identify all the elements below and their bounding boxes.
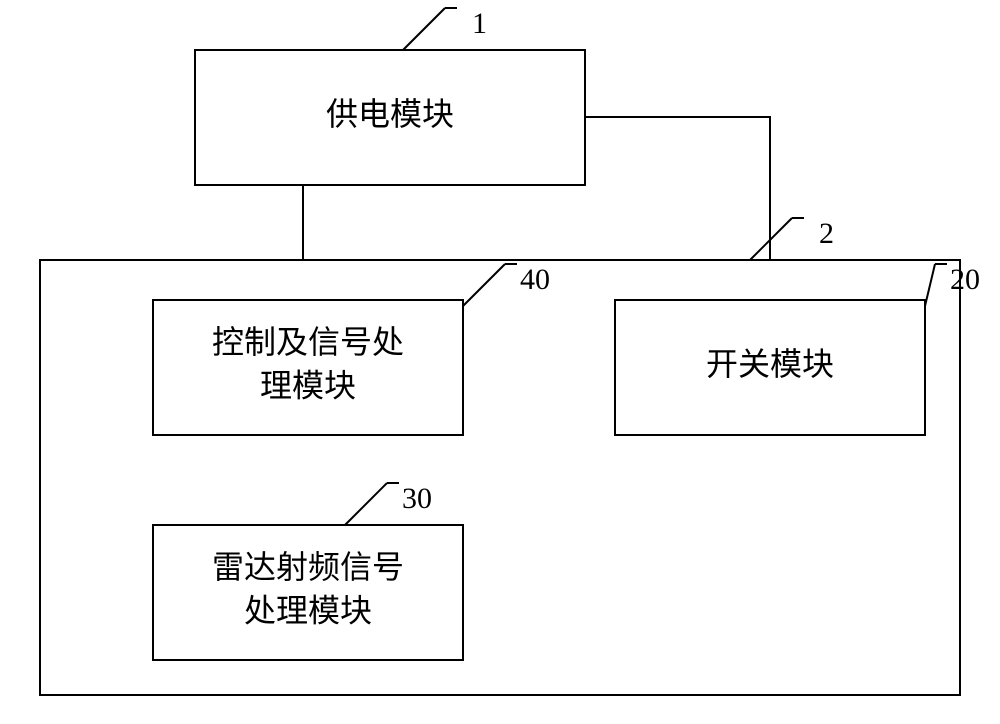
block-diagram: 供电模块 1 2 控制及信号处理模块 40 开关模块 20 雷达射频信号处理模块 30 xyxy=(0,0,1000,724)
switch-callout-label: 20 xyxy=(950,263,980,296)
ctrl-callout-label: 40 xyxy=(520,263,550,296)
power-callout-leader xyxy=(403,8,445,50)
power-callout-label: 1 xyxy=(472,7,487,40)
radar-label-line-0: 雷达射频信号 xyxy=(212,549,404,585)
ctrl-label-line-1: 理模块 xyxy=(260,367,356,403)
radar-label-line-1: 处理模块 xyxy=(244,592,372,628)
switch-label-line-0: 开关模块 xyxy=(706,346,834,382)
radar-callout-label: 30 xyxy=(402,482,432,515)
ctrl-label-line-0: 控制及信号处 xyxy=(212,324,404,360)
power-label-line-0: 供电模块 xyxy=(326,96,454,132)
container-callout-label: 2 xyxy=(819,217,834,250)
